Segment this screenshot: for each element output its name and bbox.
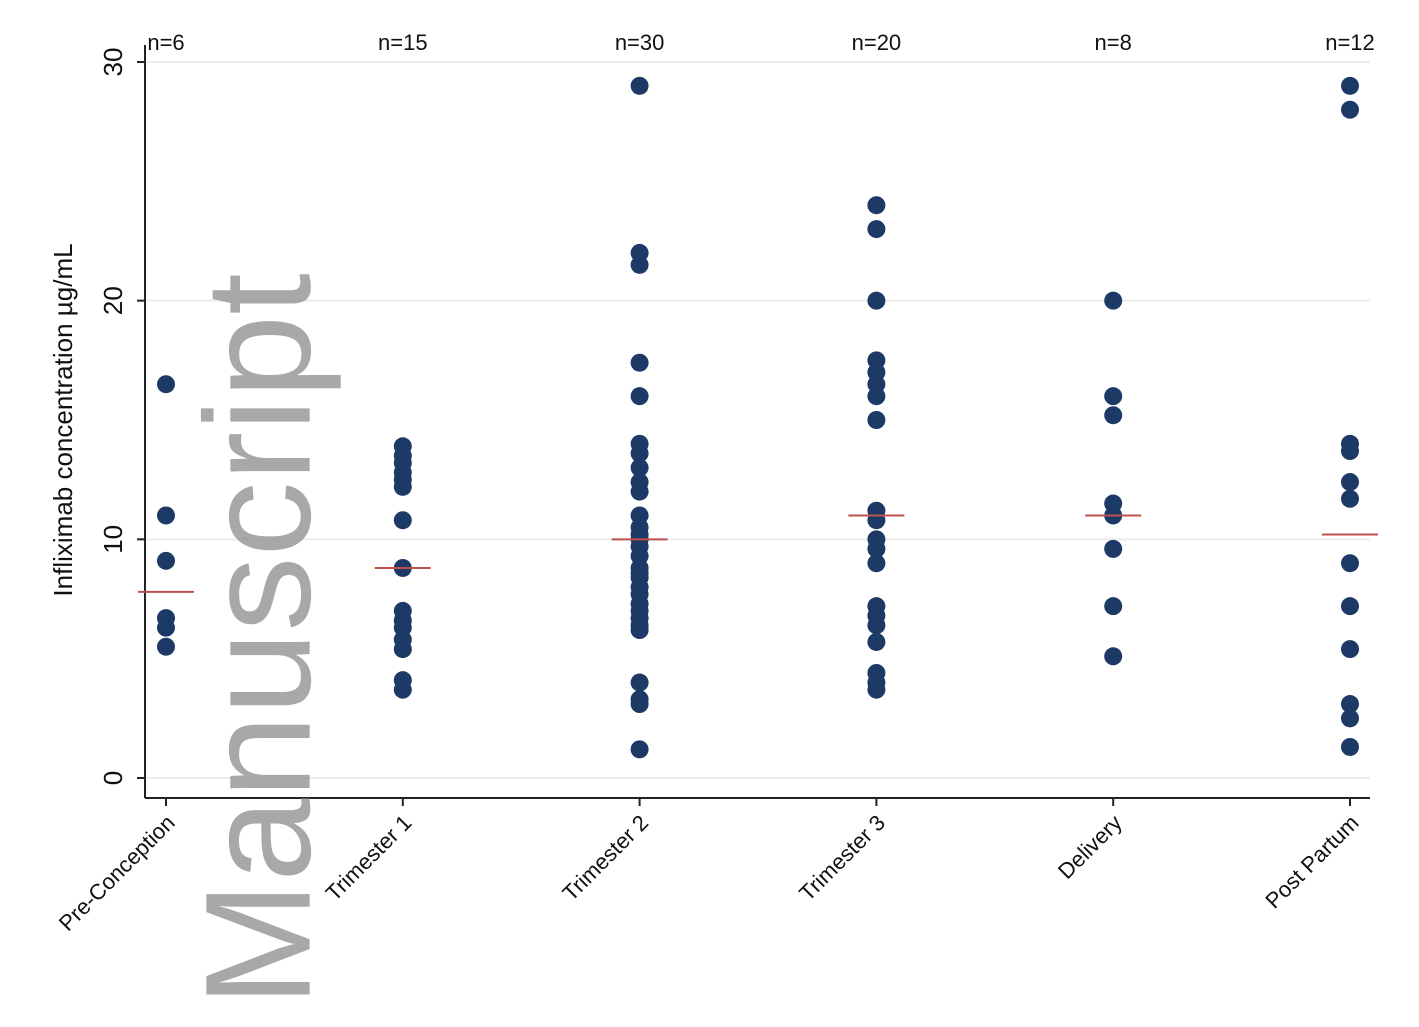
point [1104,539,1123,558]
point [630,387,649,406]
point [630,673,649,692]
point [867,632,886,651]
point [630,695,649,714]
point [867,680,886,699]
point [1341,473,1359,492]
y-axis-label: Infliximab concentration µg/mL [48,243,78,596]
point [867,291,886,310]
point [1341,695,1359,714]
point [867,554,886,573]
n-label: n=6 [147,30,184,55]
point [1341,489,1359,508]
point [867,616,886,635]
point [630,76,649,95]
x-tick-label: Trimester 3 [794,810,890,906]
y-tick-label: 10 [98,525,128,554]
n-label: n=15 [378,30,428,55]
point [157,506,175,525]
point [157,618,175,637]
point [630,458,649,477]
point [867,387,886,406]
x-tick-label: Trimester 2 [557,810,653,906]
point [1341,554,1359,573]
point [157,551,175,570]
point [393,640,412,659]
point [1104,597,1123,616]
point [630,444,649,463]
point [393,477,412,496]
n-label: n=8 [1095,30,1132,55]
y-tick-label: 20 [98,286,128,315]
n-label: n=20 [852,30,902,55]
x-tick-label: Post Partum [1260,810,1363,913]
point [393,511,412,530]
point [1104,647,1123,666]
n-label: n=12 [1325,30,1375,55]
watermark: Manuscript [174,273,342,1007]
point [157,375,175,394]
point [393,680,412,699]
point [867,220,886,239]
point [1104,406,1123,425]
point [1341,640,1359,659]
point [630,482,649,501]
x-tick-label: Pre-Conception [54,810,180,936]
point [157,637,175,656]
point [630,740,649,759]
x-tick-label: Delivery [1053,810,1127,884]
n-label: n=30 [615,30,665,55]
point [630,255,649,274]
point [867,511,886,530]
point [1341,76,1359,95]
point [1341,597,1359,616]
point [1104,291,1123,310]
point [867,196,886,215]
point [867,539,886,558]
point [1341,737,1359,756]
point [867,411,886,429]
y-tick-label: 30 [98,48,128,77]
point [1104,387,1123,406]
point [630,353,649,372]
point [1341,100,1359,119]
point [1341,709,1359,728]
point [630,621,649,640]
y-tick-label: 0 [98,771,128,785]
point [1341,442,1359,461]
